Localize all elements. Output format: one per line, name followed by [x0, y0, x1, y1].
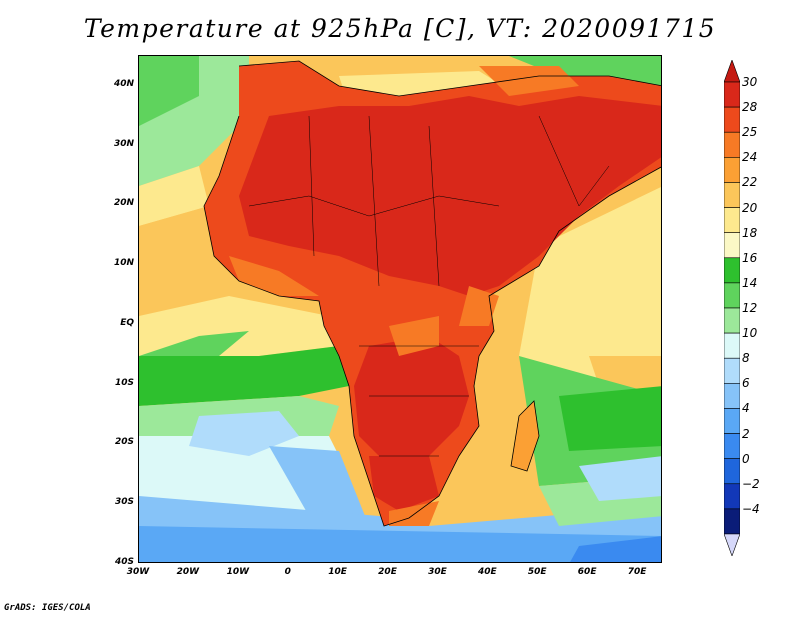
longitude-tick-label: 10W [226, 567, 250, 577]
longitude-tick-label: 30E [428, 567, 447, 577]
colorbar-swatch [724, 157, 740, 183]
colorbar-label: 24 [742, 150, 758, 165]
colorbar-label: −4 [742, 501, 760, 516]
longitude-tick-label: 70E [627, 567, 647, 577]
colorbar-label: 30 [742, 75, 758, 89]
colorbar-label: 8 [742, 351, 750, 366]
colorbar-swatch [724, 182, 740, 208]
colorbar-swatch [724, 458, 740, 485]
latitude-tick-label: 40N [113, 78, 134, 89]
colorbar-label: 0 [742, 451, 750, 466]
latitude-tick-label: 40S [114, 557, 134, 567]
colorbar-label: 25 [742, 125, 758, 140]
colorbar-label: 2 [742, 426, 750, 441]
colorbar [724, 60, 740, 556]
colorbar-label: 22 [742, 175, 758, 190]
longitude-tick-label: 0 [284, 567, 291, 577]
colorbar-swatch [724, 357, 740, 384]
colorbar-label: 14 [742, 275, 758, 290]
colorbar-swatch [724, 81, 740, 108]
longitude-tick-label: 50E [527, 567, 547, 577]
temperature-field [139, 56, 661, 562]
latitude-tick-label: 20S [114, 437, 134, 448]
colorbar-swatch [724, 408, 740, 434]
longitude-tick-label: 40E [477, 567, 497, 577]
longitude-tick-label: 30W [126, 567, 150, 577]
colorbar-swatch [724, 131, 740, 158]
colorbar-swatch [724, 232, 740, 259]
colorbar-swatch [724, 207, 740, 233]
colorbar-label: 12 [742, 301, 758, 315]
temperature-map [138, 55, 662, 563]
colorbar-swatch [724, 483, 740, 510]
colorbar-label: 16 [742, 250, 758, 265]
colorbar-top-arrow [724, 60, 740, 83]
colorbar-swatch [724, 433, 740, 459]
colorbar-swatch [724, 508, 740, 535]
latitude-tick-label: 30N [113, 138, 134, 149]
latitude-tick-label: 20N [113, 198, 134, 209]
colorbar-swatch [724, 332, 740, 359]
longitude-tick-label: 10E [328, 567, 347, 577]
longitude-tick-label: 20W [176, 567, 200, 577]
colorbar-swatch [724, 383, 740, 409]
colorbar-label: 4 [742, 401, 750, 416]
longitude-tick-label: 60E [577, 567, 597, 577]
colorbar-swatch [724, 106, 740, 133]
latitude-tick-label: EQ [120, 317, 134, 328]
colorbar-label: −2 [742, 476, 760, 491]
colorbar-label: 10 [742, 326, 758, 341]
latitude-tick-label: 10S [114, 377, 134, 388]
colorbar-label: 18 [742, 225, 758, 240]
credit-text: GrADS: IGES/COLA [4, 603, 91, 613]
latitude-tick-label: 10N [113, 258, 134, 269]
colorbar-label: 28 [742, 100, 758, 115]
longitude-tick-label: 20E [378, 567, 397, 577]
colorbar-swatch [724, 307, 740, 334]
colorbar-label: 6 [742, 376, 750, 391]
colorbar-swatch [724, 282, 740, 309]
colorbar-swatch [724, 257, 740, 284]
colorbar-bottom-arrow [724, 533, 740, 556]
map-title: Temperature at 925hPa [C], VT: 202009171… [83, 14, 717, 43]
colorbar-label: 20 [742, 200, 758, 215]
latitude-tick-label: 30S [114, 497, 134, 508]
